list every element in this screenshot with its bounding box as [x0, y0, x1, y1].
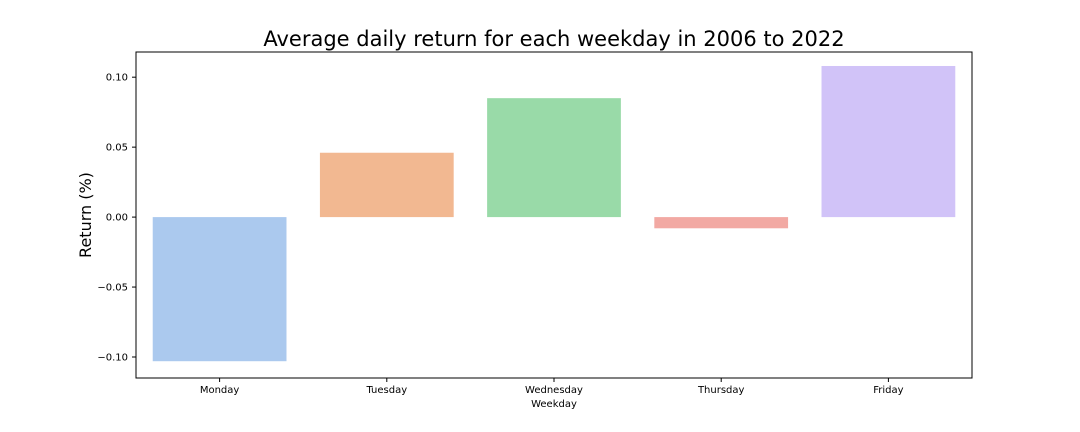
y-tick-label: 0.00: [106, 213, 128, 224]
bar-monday: [152, 217, 287, 362]
bar-tuesday: [319, 152, 454, 218]
y-tick-label: 0.10: [106, 73, 128, 84]
x-tick-label: Friday: [873, 385, 903, 396]
x-axis-label: Weekday: [531, 399, 577, 410]
y-ticks-layer: −0.10 −0.05 0.00 0.05 0.10: [97, 73, 136, 364]
bar-wednesday: [487, 98, 621, 218]
bar-thursday: [654, 217, 789, 229]
bar-friday: [821, 65, 956, 218]
y-tick-label: 0.05: [106, 143, 128, 154]
y-axis-label: Return (%): [76, 172, 95, 258]
bars-layer: [152, 65, 956, 362]
x-tick-label: Monday: [200, 385, 240, 396]
x-ticks-layer: Monday Tuesday Wednesday Thursday Friday: [200, 378, 904, 396]
y-tick-label: −0.05: [97, 283, 128, 294]
x-tick-label: Tuesday: [365, 385, 407, 396]
y-tick-label: −0.10: [97, 353, 128, 364]
chart-title: Average daily return for each weekday in…: [263, 27, 844, 51]
x-tick-label: Thursday: [697, 385, 745, 396]
plot-frame: [135, 51, 973, 379]
x-tick-label: Wednesday: [525, 385, 583, 396]
